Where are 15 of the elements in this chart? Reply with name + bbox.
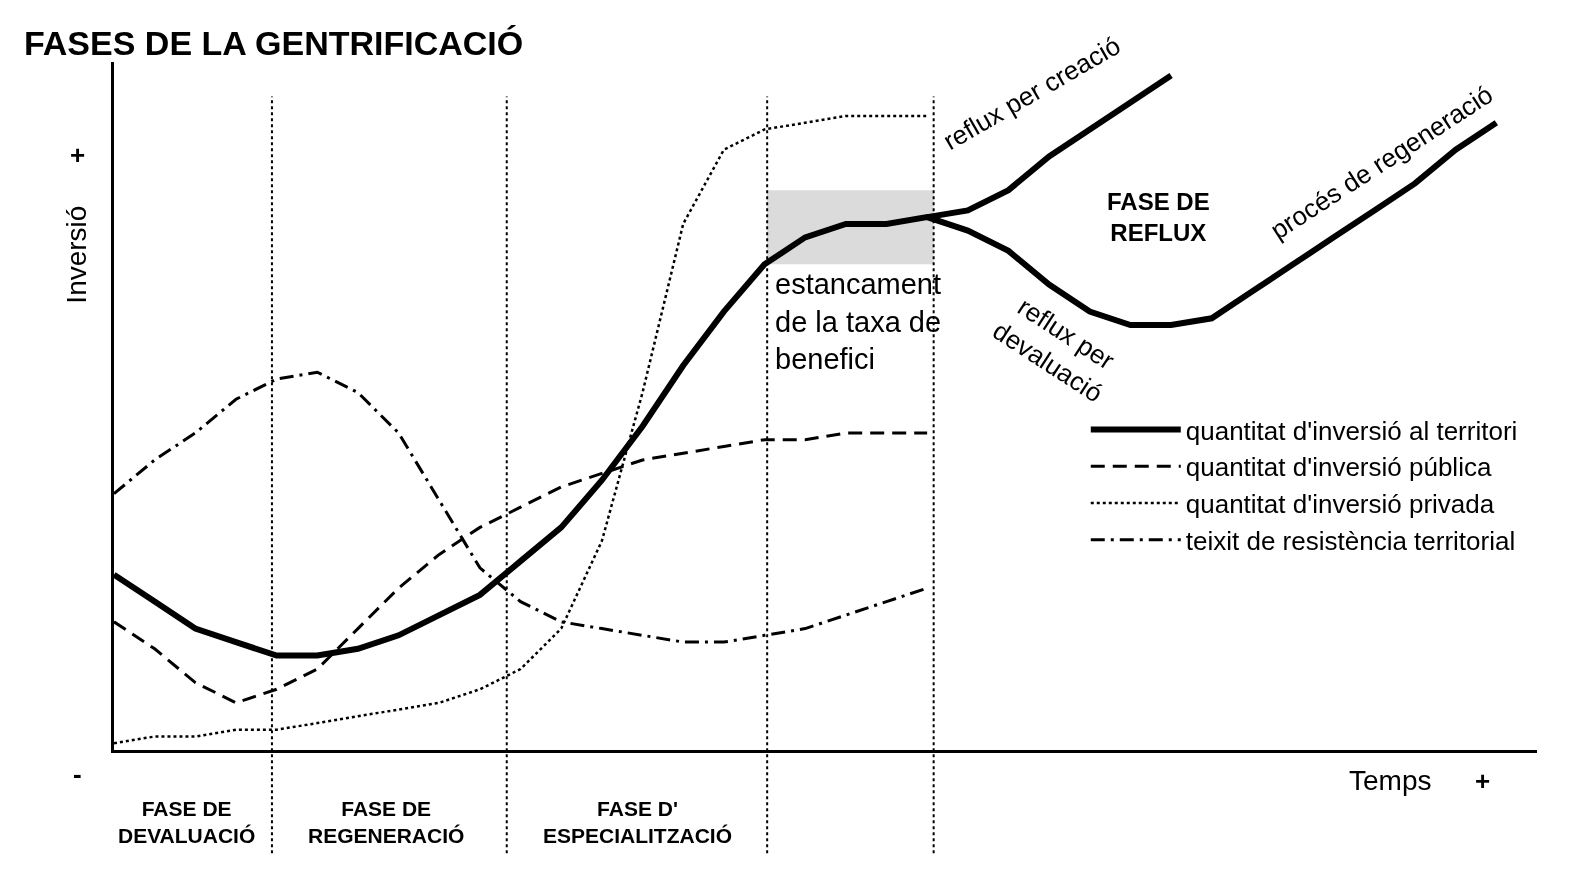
legend-label: teixit de resistència territorial — [1185, 525, 1516, 556]
text: FASE DE REGENERACIÓ — [308, 797, 465, 848]
band-label: estancament de la taxa de benefici — [775, 268, 942, 376]
annotation: FASE DE REFLUX — [1107, 188, 1210, 247]
chart-title: FASES DE LA GENTRIFICACIÓ — [23, 24, 524, 63]
text: - — [73, 759, 82, 789]
legend-label: quantitat d'inversió pública — [1185, 452, 1492, 483]
text: FASE DE DEVALUACIÓ — [118, 797, 256, 848]
legend-label: quantitat d'inversió privada — [1185, 489, 1495, 520]
text: FASE D' ESPECIALITZACIÓ — [543, 797, 733, 848]
y-axis-title: Inversió — [61, 205, 93, 304]
legend-label: quantitat d'inversió al territori — [1185, 415, 1518, 446]
x-axis-title: Temps — [1349, 765, 1432, 796]
text: + — [1475, 766, 1491, 796]
text: + — [70, 140, 86, 170]
